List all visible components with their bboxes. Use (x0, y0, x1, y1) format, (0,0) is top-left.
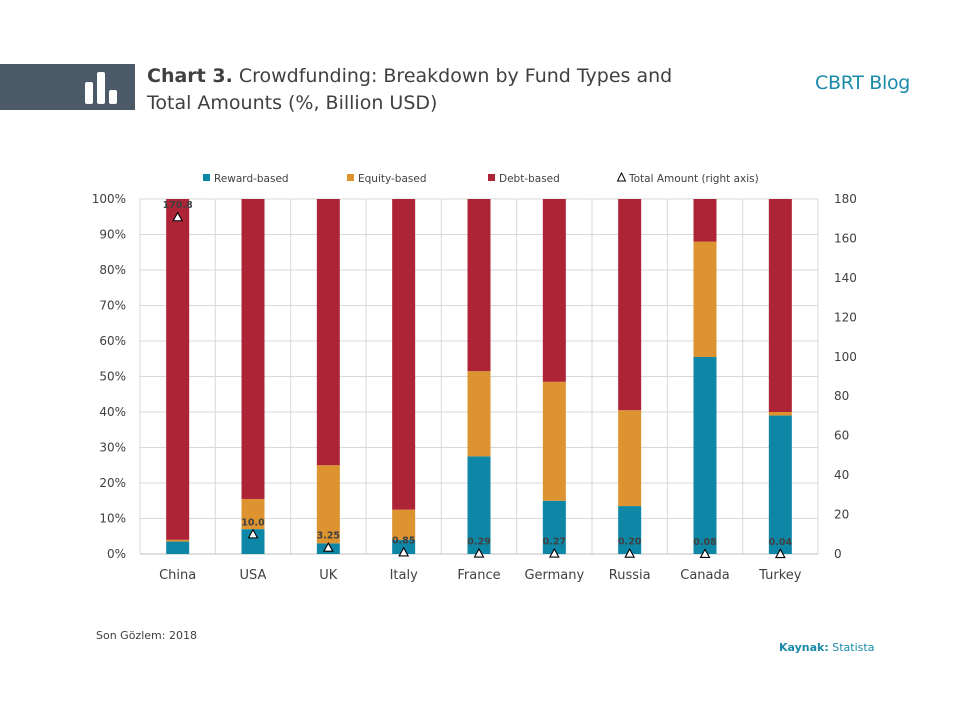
total-amount-marker (322, 541, 334, 552)
source-note: Kaynak: Statista (779, 641, 874, 654)
y-tick-label: 30% (99, 441, 126, 455)
bar-reward-based (618, 506, 642, 554)
header-band (0, 64, 135, 110)
y2-tick-label: 0 (834, 547, 842, 561)
x-tick-label: Russia (609, 568, 651, 583)
y2-tick-label: 120 (834, 310, 857, 324)
title-line-1: Crowdfunding: Breakdown by Fund Types an… (238, 65, 673, 87)
bar-equity-based (241, 498, 265, 530)
bar-reward-based (768, 415, 792, 554)
legend-swatch (347, 174, 354, 181)
y2-tick-label: 20 (834, 508, 849, 522)
x-tick-label: Turkey (758, 568, 802, 583)
y-tick-label: 10% (99, 512, 126, 526)
legend-swatch (203, 174, 210, 181)
x-tick-label: USA (240, 568, 267, 583)
title-line-2: Total Amounts (%, Billion USD) (147, 92, 438, 114)
bar-debt-based (392, 199, 416, 510)
bar-reward-based (241, 529, 265, 554)
legend-label: Reward-based (214, 173, 289, 185)
y-tick-label: 40% (99, 405, 126, 419)
source-label: Kaynak: (779, 641, 829, 654)
bar-debt-based (618, 199, 642, 411)
legend-label: Equity-based (358, 173, 427, 185)
y2-tick-label: 180 (834, 192, 857, 206)
bar-equity-based (618, 410, 642, 507)
chart-title: Chart 3. Crowdfunding: Breakdown by Fund… (147, 63, 672, 117)
total-amount-label: 0.29 (467, 536, 490, 547)
total-amount-marker (473, 547, 485, 558)
bar-equity-based (542, 381, 566, 501)
y2-tick-label: 100 (834, 350, 857, 364)
bar-debt-based (693, 199, 717, 242)
total-amount-marker (774, 548, 786, 559)
legend-swatch (488, 174, 495, 181)
total-amount-label: 3.25 (317, 531, 340, 542)
bar-debt-based (241, 199, 265, 499)
total-amount-marker (548, 547, 560, 558)
y2-tick-label: 40 (834, 468, 849, 482)
bar-equity-based (467, 371, 491, 457)
source-value: Statista (832, 641, 875, 654)
chart-number: Chart 3. (147, 65, 233, 87)
x-tick-label: France (457, 568, 500, 583)
total-amount-label: 10.0 (241, 517, 265, 528)
total-amount-label: 0.04 (769, 537, 793, 548)
y-tick-label: 70% (99, 299, 126, 313)
x-tick-label: China (159, 568, 196, 583)
total-amount-label: 0.27 (543, 536, 566, 547)
y-tick-label: 90% (99, 228, 126, 242)
total-amount-marker (699, 548, 711, 558)
total-amount-marker (398, 546, 410, 557)
bar-debt-based (467, 199, 491, 372)
y-tick-label: 20% (99, 476, 126, 490)
total-amount-label: 0.08 (693, 537, 717, 548)
legend-label: Total Amount (right axis) (628, 173, 759, 185)
y2-tick-label: 80 (834, 389, 849, 403)
legend-marker (616, 171, 627, 182)
bar-reward-based (693, 356, 717, 554)
bar-equity-based (316, 465, 340, 544)
y-tick-label: 60% (99, 334, 126, 348)
legend-label: Debt-based (499, 173, 560, 185)
y2-tick-label: 140 (834, 271, 857, 285)
y-tick-label: 80% (99, 263, 126, 277)
total-amount-label: 0.85 (392, 535, 415, 546)
y2-tick-label: 60 (834, 429, 849, 443)
y2-tick-label: 160 (834, 231, 857, 245)
bar-debt-based (768, 199, 792, 412)
bar-equity-based (392, 509, 416, 540)
bar-reward-based (166, 541, 190, 554)
bar-debt-based (166, 199, 190, 540)
bar-debt-based (316, 199, 340, 466)
y-tick-label: 50% (99, 370, 126, 384)
y-tick-label: 0% (107, 547, 126, 561)
total-amount-marker (624, 547, 636, 558)
total-amount-label: 0.20 (618, 537, 642, 548)
y-tick-label: 100% (92, 192, 126, 206)
bar-reward-based (542, 500, 566, 554)
bar-equity-based (768, 412, 792, 416)
last-observation-note: Son Gözlem: 2018 (96, 629, 197, 642)
x-tick-label: Italy (390, 568, 419, 583)
bar-debt-based (542, 199, 566, 382)
bar-equity-based (166, 539, 190, 542)
bar-equity-based (693, 241, 717, 357)
total-amount-label: 170.8 (163, 200, 193, 211)
brand-logo: CBRT Blog (815, 72, 911, 94)
x-tick-label: Germany (524, 568, 584, 583)
bar-chart-icon (85, 72, 117, 104)
x-tick-label: Canada (680, 568, 729, 583)
total-amount-marker (247, 528, 259, 539)
total-amount-marker (172, 211, 184, 222)
bar-reward-based (467, 456, 491, 554)
x-tick-label: UK (319, 568, 338, 583)
